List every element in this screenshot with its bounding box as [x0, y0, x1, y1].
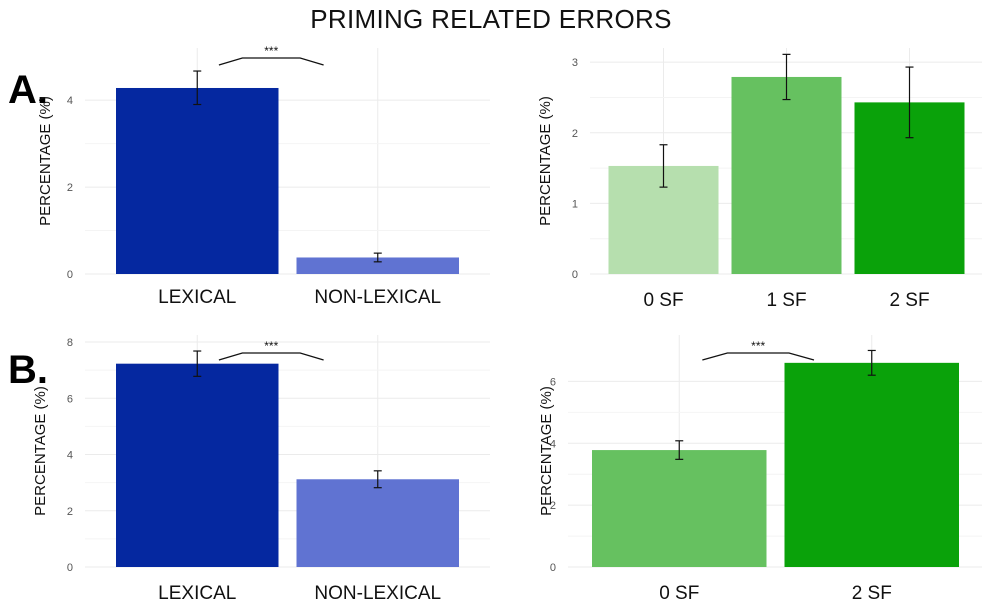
- y-tick-label: 2: [572, 128, 578, 140]
- bar: [784, 362, 959, 567]
- significance-bracket: [218, 57, 324, 66]
- y-tick-label: 3: [572, 57, 578, 69]
- significance-label: ***: [751, 339, 765, 353]
- bar: [592, 450, 767, 567]
- x-category-label: NON-LEXICAL: [314, 583, 441, 604]
- y-tick-label: 0: [67, 269, 73, 281]
- x-category-label: 1 SF: [766, 290, 806, 311]
- y-axis-title: PERCENTAGE (%): [37, 96, 54, 226]
- panel-label-a: A.: [8, 68, 48, 112]
- panel-label-b: B.: [8, 348, 48, 392]
- y-axis-title: PERCENTAGE (%): [538, 386, 555, 516]
- y-tick-label: 6: [67, 393, 73, 405]
- y-tick-label: 0: [550, 562, 556, 574]
- y-tick-label: 2: [67, 506, 73, 518]
- y-tick-label: 2: [67, 182, 73, 194]
- y-tick-label: 0: [572, 269, 578, 281]
- y-axis-title: PERCENTAGE (%): [537, 96, 554, 226]
- significance-label: ***: [264, 44, 278, 58]
- significance-bracket: [218, 352, 324, 361]
- significance-label: ***: [264, 339, 278, 353]
- bar: [731, 76, 842, 274]
- figure-title: PRIMING RELATED ERRORS: [310, 4, 672, 34]
- y-axis-title: PERCENTAGE (%): [32, 386, 49, 516]
- y-tick-label: 4: [67, 450, 73, 462]
- y-tick-label: 2: [550, 500, 556, 512]
- x-category-label: 2 SF: [889, 290, 929, 311]
- y-tick-label: 4: [67, 95, 73, 107]
- bar: [116, 363, 279, 567]
- x-category-label: 2 SF: [852, 583, 892, 604]
- significance-bracket: [702, 352, 815, 361]
- y-tick-label: 0: [67, 562, 73, 574]
- x-category-label: NON-LEXICAL: [314, 287, 441, 308]
- y-tick-label: 6: [550, 376, 556, 388]
- y-tick-label: 8: [67, 337, 73, 349]
- x-category-label: LEXICAL: [158, 287, 236, 308]
- x-category-label: 0 SF: [659, 583, 699, 604]
- y-tick-label: 4: [550, 438, 556, 450]
- bar: [296, 257, 459, 274]
- x-category-label: 0 SF: [643, 290, 683, 311]
- bar: [296, 479, 459, 567]
- x-category-label: LEXICAL: [158, 583, 236, 604]
- y-tick-label: 1: [572, 198, 578, 210]
- bar: [116, 87, 279, 274]
